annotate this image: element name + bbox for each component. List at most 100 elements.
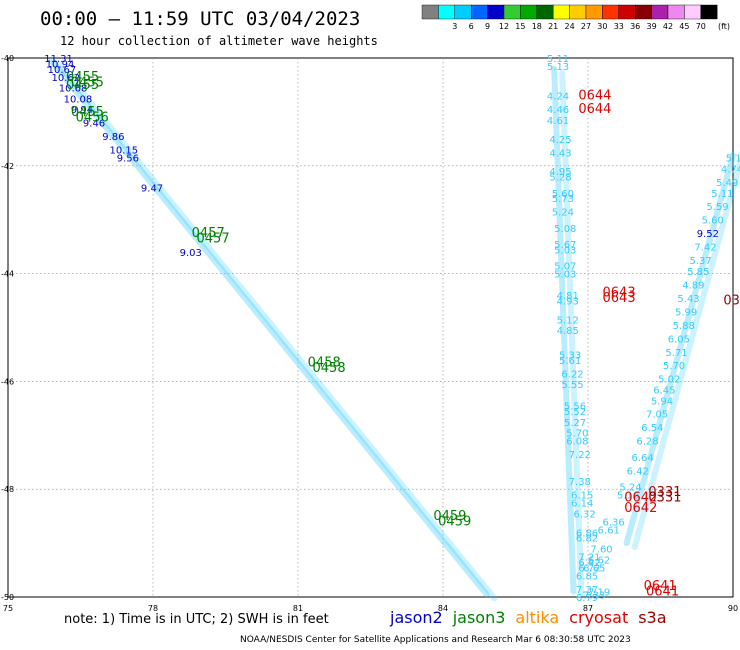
x-tick-label: 81 bbox=[293, 604, 303, 613]
swh-label: 5.94 bbox=[651, 396, 673, 407]
swh-label: 5.11 bbox=[547, 54, 569, 65]
x-tick-label: 90 bbox=[728, 604, 738, 613]
swh-label: 10.94 bbox=[46, 59, 75, 70]
swh-label: 5.24 bbox=[619, 483, 641, 494]
colorbar-box bbox=[487, 4, 505, 20]
swh-label: 5.24 bbox=[552, 208, 574, 219]
colorbar-label: 27 bbox=[581, 22, 591, 31]
colorbar-box bbox=[454, 4, 472, 20]
sat-cryosat: cryosat bbox=[569, 608, 629, 627]
swh-label: 5.28 bbox=[549, 173, 571, 184]
time-label: 0457 bbox=[192, 226, 225, 241]
swh-label: 5.55 bbox=[561, 380, 583, 391]
time-label: 0456 bbox=[76, 110, 109, 125]
colorbar-label: 18 bbox=[532, 22, 542, 31]
track-band bbox=[631, 156, 740, 551]
swh-label: 5.49 bbox=[716, 178, 738, 189]
y-tick-label: -40 bbox=[1, 54, 14, 63]
y-tick-label: -46 bbox=[1, 377, 14, 386]
swh-label: 6.62 bbox=[588, 555, 610, 566]
swh-label: 5.70 bbox=[663, 361, 685, 372]
colorbar-box bbox=[421, 4, 439, 20]
swh-label: 6.15 bbox=[571, 491, 593, 502]
swh-label: 5.61 bbox=[559, 356, 581, 367]
swh-label: 5.99 bbox=[675, 307, 697, 318]
swh-label: 6.32 bbox=[574, 509, 596, 520]
y-tick-label: -50 bbox=[1, 593, 14, 602]
swh-label: 4.24 bbox=[547, 92, 569, 103]
time-label: 0644 bbox=[578, 89, 611, 104]
time-label: 0455 bbox=[66, 70, 99, 85]
time-label: 0459 bbox=[438, 515, 471, 530]
colorbar-label: 12 bbox=[499, 22, 509, 31]
colorbar-label: 21 bbox=[548, 22, 558, 31]
swh-label: 4.61 bbox=[547, 116, 569, 127]
swh-label: 6.82 bbox=[576, 534, 598, 545]
swh-label: 5.52 bbox=[564, 407, 586, 418]
swh-label: 6.72 bbox=[578, 563, 600, 574]
swh-label: 5.33 bbox=[559, 350, 581, 361]
colorbar-box bbox=[536, 4, 554, 20]
swh-label: 6.36 bbox=[603, 518, 625, 529]
swh-label: 4.89 bbox=[682, 280, 704, 291]
colorbar-unit: (ft) bbox=[718, 22, 730, 31]
colorbar-label: 42 bbox=[663, 22, 673, 31]
swh-label: 5.03 bbox=[554, 245, 576, 256]
sat-s3a: s3a bbox=[638, 608, 667, 627]
swh-label: 7.33 bbox=[583, 590, 605, 601]
swh-label: 5.59 bbox=[706, 202, 728, 213]
swh-label: 6.54 bbox=[641, 423, 663, 434]
swh-label: 9.86 bbox=[102, 132, 124, 143]
swh-label: 7.42 bbox=[694, 243, 716, 254]
swh-label: 10.62 bbox=[52, 73, 81, 84]
time-label: 0458 bbox=[308, 356, 341, 371]
time-label: 0455 bbox=[66, 78, 99, 93]
swh-label: 6.86 bbox=[576, 528, 598, 539]
colorbar-label: 39 bbox=[647, 22, 657, 31]
colorbar-box bbox=[520, 4, 538, 20]
colorbar-box bbox=[438, 4, 455, 20]
swh-label: 6.45 bbox=[653, 385, 675, 396]
colorbar-box bbox=[684, 4, 702, 20]
satellite-legend: jason2 jason3 altika cryosat s3a bbox=[390, 608, 677, 627]
colorbar-label: 24 bbox=[565, 22, 575, 31]
time-label: 0642 bbox=[624, 490, 657, 505]
swh-label: 11.31 bbox=[44, 54, 73, 65]
swh-label: 9.52 bbox=[697, 229, 719, 240]
x-tick-label: 84 bbox=[438, 604, 448, 613]
swh-label: 6.14 bbox=[571, 499, 593, 510]
swh-label: 5.27 bbox=[564, 418, 586, 429]
colorbar-label: 9 bbox=[485, 22, 490, 31]
x-tick-label: 87 bbox=[583, 604, 593, 613]
swh-label: 5.60 bbox=[552, 189, 574, 200]
colorbar-box bbox=[585, 4, 603, 20]
swh-label: 5.07 bbox=[554, 262, 576, 273]
track-band bbox=[623, 152, 736, 547]
colorbar-box bbox=[569, 4, 587, 20]
swh-label: 6.61 bbox=[598, 526, 620, 537]
colorbar-label: 6 bbox=[469, 22, 474, 31]
y-tick-label: -44 bbox=[1, 270, 14, 279]
swh-label: 5.13 bbox=[547, 62, 569, 73]
swh-label: 9.46 bbox=[83, 119, 105, 130]
plot-frame bbox=[7, 57, 734, 598]
swh-label: 4.74 bbox=[721, 164, 740, 175]
swh-label: 4.85 bbox=[557, 326, 579, 337]
swh-label: 6.64 bbox=[632, 453, 654, 464]
swh-label: 7.37 bbox=[576, 585, 598, 596]
footer-credit: NOAA/NESDIS Center for Satellite Applica… bbox=[240, 635, 631, 645]
swh-label: 6.42 bbox=[627, 466, 649, 477]
swh-label: 10.67 bbox=[48, 65, 77, 76]
swh-label: 5.02 bbox=[658, 375, 680, 386]
track-band bbox=[48, 57, 490, 598]
swh-label: 5.16 bbox=[617, 491, 639, 502]
time-label: 0641 bbox=[644, 579, 677, 594]
x-tick-label: 75 bbox=[3, 604, 13, 613]
swh-label: 6.22 bbox=[561, 369, 583, 380]
track-band bbox=[551, 65, 577, 595]
swh-label: 5.70 bbox=[566, 429, 588, 440]
swh-label: 6.08 bbox=[566, 437, 588, 448]
swh-label: 9.56 bbox=[117, 154, 139, 165]
track-band bbox=[56, 61, 498, 602]
colorbar-box bbox=[602, 4, 620, 20]
